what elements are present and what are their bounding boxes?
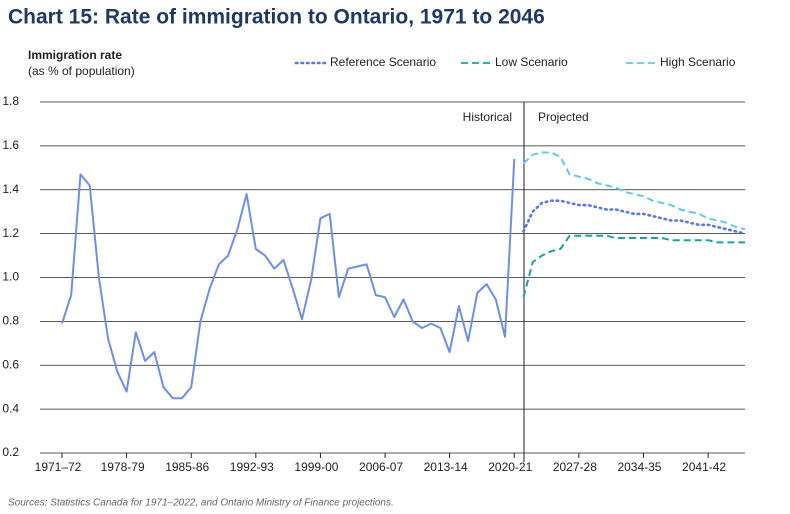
annotation: Historical: [463, 110, 512, 124]
x-tick-label: 2041-42: [682, 460, 726, 474]
annotation: Projected: [538, 110, 589, 124]
data-line: [522, 199, 747, 235]
x-tick-label: 1992-93: [230, 460, 274, 474]
y-tick-label: 1.4: [2, 182, 19, 196]
data-line: [61, 158, 516, 400]
data-line: [522, 151, 746, 231]
legend-label: Low Scenario: [495, 55, 568, 69]
y-tick-label: 0.2: [2, 445, 19, 459]
legend-label: Reference Scenario: [330, 55, 436, 69]
y-tick-label: 0.8: [2, 314, 19, 328]
x-tick-label: 1999-00: [294, 460, 338, 474]
x-tick-label: 2020-21: [488, 460, 532, 474]
source-note: Sources: Statistics Canada for 1971–2022…: [8, 498, 394, 509]
legend-label: High Scenario: [660, 55, 736, 69]
y-tick-label: 0.6: [2, 357, 19, 371]
y-tick-label: 1.8: [2, 94, 19, 108]
x-tick-label: 1971–72: [35, 460, 82, 474]
y-tick-label: 1.0: [2, 270, 19, 284]
y-tick-label: 1.6: [2, 138, 19, 152]
y-tick-label: 0.4: [2, 401, 19, 415]
y-axis-label: Immigration rate: [28, 48, 122, 62]
x-tick-label: 2013-14: [424, 460, 468, 474]
y-axis-label: (as % of population): [28, 64, 135, 78]
x-tick-label: 1978-79: [101, 460, 145, 474]
data-line: [522, 234, 745, 298]
x-tick-label: 2006-07: [359, 460, 403, 474]
chart-title: Chart 15: Rate of immigration to Ontario…: [8, 6, 545, 29]
y-tick-label: 1.2: [2, 226, 19, 240]
x-tick-label: 1985-86: [165, 460, 209, 474]
x-tick-label: 2034-35: [617, 460, 661, 474]
x-tick-label: 2027-28: [553, 460, 597, 474]
